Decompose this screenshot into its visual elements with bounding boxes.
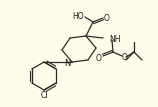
Text: NH: NH: [109, 34, 121, 44]
Text: O: O: [96, 54, 102, 62]
Text: HO: HO: [72, 11, 84, 21]
Text: Cl: Cl: [40, 91, 48, 100]
Text: N: N: [64, 59, 70, 68]
Text: O: O: [122, 53, 128, 62]
Text: O: O: [104, 13, 110, 22]
